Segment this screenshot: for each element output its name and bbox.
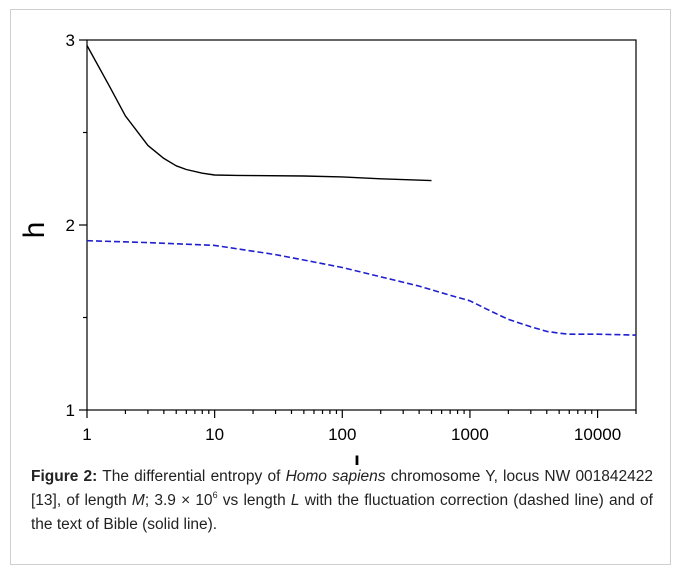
dashed-series-line [86, 239, 637, 336]
axis-tick-labels: 1 10 100 1000 10000 1 2 3 [66, 31, 622, 444]
caption-var-m: M [131, 492, 145, 509]
caption-text-2: chromosome Y, locus NW 001842422 [13], o… [31, 468, 654, 509]
x-tick-label: 10 [205, 425, 224, 444]
caption-text-3: ; 3.9 × 10 [144, 492, 213, 509]
plot-area [86, 39, 637, 411]
caption-text-4: vs length [217, 492, 291, 509]
caption-text-1: The differential entropy of [97, 468, 286, 485]
x-tick-label: 10000 [574, 425, 621, 444]
x-tick-label: 100 [328, 425, 356, 444]
y-tick-label: 1 [66, 401, 75, 420]
solid-series-line [86, 45, 432, 182]
x-tick-label: 1000 [451, 425, 489, 444]
y-axis-label: h [18, 222, 51, 239]
y-tick-label: 3 [66, 31, 75, 50]
entropy-chart: 1 10 100 1000 10000 1 2 3 L h [18, 31, 637, 465]
caption-text-5: with the fluctuation correction (dashed … [31, 492, 653, 533]
figure-caption: Figure 2: The differential entropy of Ho… [31, 465, 653, 537]
x-tick-label: 1 [82, 425, 91, 444]
y-tick-label: 2 [66, 216, 75, 235]
caption-species: Homo sapiens [285, 468, 386, 485]
caption-label: Figure 2: [31, 468, 98, 485]
x-axis-label: L [353, 450, 370, 465]
caption-exponent: 6 [212, 490, 218, 500]
caption-var-l: L [290, 492, 300, 509]
series-layer [86, 45, 637, 336]
axis-ticks [79, 39, 637, 418]
figure-frame [10, 9, 671, 565]
